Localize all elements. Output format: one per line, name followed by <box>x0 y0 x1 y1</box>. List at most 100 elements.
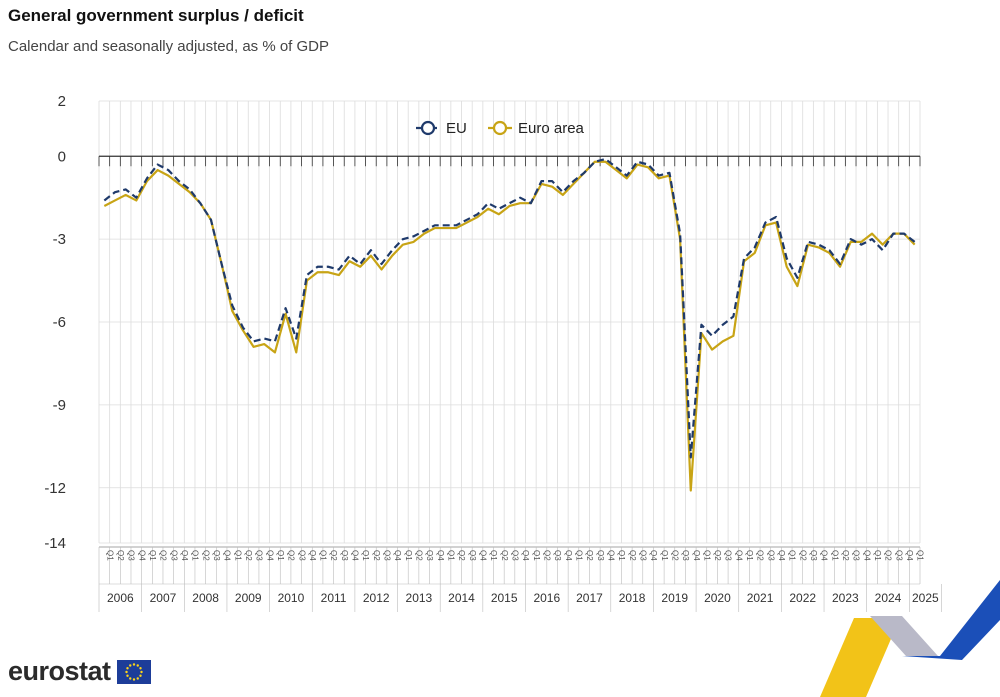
flag-star-icon <box>132 662 135 666</box>
quarter-tick-label: Q3 <box>809 550 818 561</box>
year-tick-label: 2020 <box>704 591 731 605</box>
quarter-tick-label: Q1 <box>873 550 882 561</box>
series-line-euro-area <box>103 160 916 492</box>
quarter-tick-label: Q1 <box>447 550 456 561</box>
year-tick-label: 2016 <box>533 591 560 605</box>
quarter-tick-label: Q3 <box>340 550 349 561</box>
quarter-tick-label: Q1 <box>105 550 114 561</box>
year-tick-label: 2019 <box>661 591 688 605</box>
quarter-tick-label: Q4 <box>862 550 871 561</box>
quarter-tick-label: Q1 <box>191 550 200 561</box>
quarter-tick-label: Q3 <box>169 550 178 561</box>
quarter-tick-label: Q4 <box>180 550 189 561</box>
quarter-tick-label: Q1 <box>745 550 754 561</box>
quarter-tick-label: Q1 <box>276 550 285 561</box>
chart-legend: EU Euro area <box>416 120 585 137</box>
ribbon-yellow-stroke <box>820 618 900 697</box>
quarter-tick-label: Q4 <box>479 550 488 561</box>
quarter-tick-label: Q1 <box>574 550 583 561</box>
y-tick-label: -3 <box>53 231 66 248</box>
year-tick-label: 2021 <box>747 591 774 605</box>
year-tick-label: 2006 <box>107 591 134 605</box>
quarter-tick-label: Q1 <box>532 550 541 561</box>
quarter-tick-label: Q4 <box>734 550 743 561</box>
quarter-tick-label: Q3 <box>212 550 221 561</box>
series-line-eu <box>103 157 916 459</box>
quarter-tick-label: Q4 <box>521 550 530 561</box>
quarter-tick-label: Q1 <box>404 550 413 561</box>
quarter-tick-label: Q3 <box>681 550 690 561</box>
quarter-tick-label: Q2 <box>116 550 125 561</box>
year-tick-label: 2009 <box>235 591 262 605</box>
quarter-tick-label: Q4 <box>223 550 232 561</box>
flag-star-icon <box>138 666 142 669</box>
quarter-tick-label: Q1 <box>233 550 242 561</box>
quarter-tick-label: Q3 <box>638 550 647 561</box>
quarter-tick-label: Q2 <box>628 550 637 561</box>
flag-star-icon <box>125 666 129 669</box>
quarter-tick-label: Q1 <box>660 550 669 561</box>
quarter-tick-label: Q3 <box>724 550 733 561</box>
eurostat-wordmark: eurostat <box>8 656 111 686</box>
eu-ribbon-icon <box>820 580 1000 697</box>
legend-marker-icon <box>420 120 436 136</box>
legend-item-euro-area[interactable]: Euro area <box>488 120 585 137</box>
quarter-tick-label: Q2 <box>287 550 296 561</box>
quarter-tick-label: Q4 <box>820 550 829 561</box>
year-tick-label: 2018 <box>619 591 646 605</box>
quarter-tick-label: Q2 <box>329 550 338 561</box>
quarter-tick-label: Q1 <box>361 550 370 561</box>
quarter-tick-label: Q2 <box>244 550 253 561</box>
quarter-tick-label: Q4 <box>692 550 701 561</box>
flag-star-icon <box>138 674 142 677</box>
year-tick-label: 2023 <box>832 591 859 605</box>
year-tick-label: 2022 <box>789 591 816 605</box>
quarter-tick-label: Q2 <box>884 550 893 561</box>
quarter-tick-label: Q4 <box>308 550 317 561</box>
chart-grid <box>98 100 921 544</box>
y-axis: 2 0 -3 -6 -9 -12 -14 <box>44 93 921 552</box>
legend-label: EU <box>446 120 467 137</box>
quarter-tick-label: Q4 <box>265 550 274 561</box>
flag-star-icon <box>128 663 131 667</box>
quarter-tick-label: Q2 <box>542 550 551 561</box>
flag-star-icon <box>139 670 143 673</box>
year-tick-label: 2013 <box>406 591 433 605</box>
chart-title: General government surplus / deficit <box>8 6 304 25</box>
quarter-tick-label: Q3 <box>553 550 562 561</box>
quarter-tick-label: Q4 <box>436 550 445 561</box>
year-tick-label: 2025 <box>912 591 939 605</box>
quarter-tick-label: Q3 <box>596 550 605 561</box>
y-tick-label: -9 <box>53 397 66 414</box>
quarter-tick-label: Q3 <box>425 550 434 561</box>
ribbon-blue-stroke <box>902 580 1000 660</box>
flag-star-icon <box>128 676 131 680</box>
quarter-tick-label: Q4 <box>564 550 573 561</box>
quarter-tick-label: Q4 <box>351 550 360 561</box>
x-axis: Q1 Q2 Q3 Q4 Q1 Q2 Q3 Q4 Q1 Q2 Q3 Q4 Q1 Q2 Q3 Q4 Q1 Q2 Q3 Q4… <box>98 546 942 612</box>
quarter-tick-label: Q4 <box>905 550 914 561</box>
quarter-tick-label: Q2 <box>415 550 424 561</box>
quarter-tick-label: Q4 <box>649 550 658 561</box>
quarter-tick-label: Q1 <box>830 550 839 561</box>
quarter-tick-label: Q2 <box>159 550 168 561</box>
quarter-tick-label: Q1 <box>489 550 498 561</box>
y-tick-label: -14 <box>44 535 66 552</box>
flag-star-icon <box>132 677 135 681</box>
quarter-tick-label: Q3 <box>255 550 264 561</box>
quarter-tick-label: Q1 <box>319 550 328 561</box>
quarter-tick-label: Q4 <box>606 550 615 561</box>
quarter-tick-label: Q1 <box>916 550 925 561</box>
flag-star-icon <box>124 670 128 673</box>
year-tick-label: 2007 <box>150 591 177 605</box>
y-tick-label: 0 <box>58 148 66 165</box>
year-tick-label: 2008 <box>192 591 219 605</box>
y-tick-label: -6 <box>53 314 66 331</box>
quarter-tick-label: Q3 <box>383 550 392 561</box>
legend-item-eu[interactable]: EU <box>416 120 467 137</box>
year-tick-label: 2012 <box>363 591 390 605</box>
quarter-tick-label: Q1 <box>788 550 797 561</box>
quarter-tick-label: Q2 <box>713 550 722 561</box>
ribbon-grey-stroke <box>870 616 938 656</box>
year-tick-label: 2010 <box>278 591 305 605</box>
